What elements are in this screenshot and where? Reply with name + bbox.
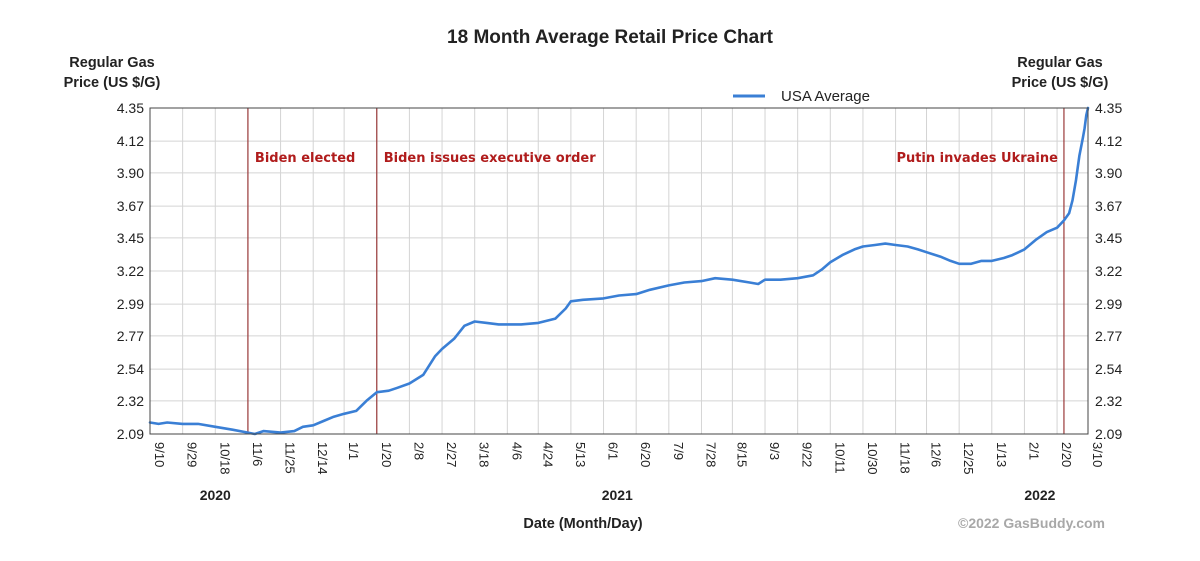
- x-tick-labels: 9/10 9/29 10/18 11/6 11/25 12/14 1/1 1/20 2/8 2/2…: [152, 442, 1105, 475]
- year-label-2022: 2022: [1024, 487, 1055, 503]
- x-tick-4: 11/25: [283, 442, 298, 474]
- x-tick-23: 11/18: [898, 442, 913, 474]
- right-y-tick-labels: 4.35 4.12 3.90 3.67 3.45 3.22 2.99 2.77 2.54 2.32…: [1095, 100, 1122, 442]
- x-tick-15: 6/20: [638, 442, 653, 467]
- year-labels: 2020 2021 2022: [200, 487, 1056, 503]
- x-tick-6: 1/1: [346, 442, 361, 460]
- y-tick-right-6: 2.99: [1095, 296, 1122, 312]
- left-y-axis-title-line1: Regular Gas: [69, 55, 154, 71]
- x-tick-11: 4/6: [509, 442, 524, 460]
- x-tick-5: 12/14: [315, 442, 330, 475]
- x-axis-title: Date (Month/Day): [523, 516, 642, 532]
- annotation-label-2: Putin invades Ukraine: [896, 151, 1058, 166]
- x-tick-24: 12/6: [929, 442, 944, 467]
- series-line-usa-average: [148, 106, 1090, 436]
- x-tick-3: 11/6: [250, 442, 265, 466]
- y-tick-left-1: 4.12: [117, 133, 144, 149]
- y-tick-right-4: 3.45: [1095, 230, 1122, 246]
- y-tick-right-0: 4.35: [1095, 100, 1122, 116]
- x-tick-27: 2/1: [1026, 442, 1041, 460]
- x-tick-18: 8/15: [734, 442, 749, 467]
- x-tick-19: 9/3: [767, 442, 782, 460]
- x-tick-10: 3/18: [477, 442, 492, 467]
- y-tick-right-3: 3.67: [1095, 198, 1122, 214]
- x-tick-8: 2/8: [411, 442, 426, 460]
- legend-label-usa-average: USA Average: [781, 88, 870, 105]
- y-tick-right-2: 3.90: [1095, 165, 1122, 181]
- y-tick-right-10: 2.09: [1095, 426, 1122, 442]
- x-tick-16: 7/9: [671, 442, 686, 460]
- x-tick-25: 12/25: [961, 442, 976, 475]
- x-tick-21: 10/11: [832, 442, 847, 474]
- y-tick-left-3: 3.67: [117, 198, 144, 214]
- y-tick-right-1: 4.12: [1095, 133, 1122, 149]
- x-tick-26: 1/13: [994, 442, 1009, 467]
- left-y-axis-title-line2: Price (US $/G): [64, 75, 161, 91]
- right-y-axis-title-line2: Price (US $/G): [1012, 75, 1109, 91]
- x-tick-13: 5/13: [573, 442, 588, 467]
- x-tick-14: 6/1: [606, 442, 621, 460]
- annotation-label-1: Biden issues executive order: [384, 151, 596, 166]
- x-tick-0: 9/10: [152, 442, 167, 467]
- plot-frame: [149, 107, 1089, 435]
- x-tick-29: 3/10: [1090, 442, 1105, 467]
- x-tick-1: 9/29: [185, 442, 200, 467]
- annotation-label-0: Biden elected: [255, 151, 355, 166]
- x-tick-28: 2/20: [1059, 442, 1074, 467]
- y-tick-right-5: 3.22: [1095, 263, 1122, 279]
- series-layer: [148, 106, 1090, 436]
- x-tick-9: 2/27: [444, 442, 459, 467]
- legend: USA Average: [733, 88, 870, 105]
- copyright-credit: ©2022 GasBuddy.com: [958, 515, 1105, 531]
- y-tick-left-0: 4.35: [117, 100, 144, 116]
- year-label-2021: 2021: [602, 487, 633, 503]
- x-tick-20: 9/22: [800, 442, 815, 467]
- x-tick-7: 1/20: [379, 442, 394, 467]
- chart-title: 18 Month Average Retail Price Chart: [447, 27, 774, 48]
- y-tick-left-6: 2.99: [117, 296, 144, 312]
- y-tick-left-7: 2.77: [117, 328, 144, 344]
- x-tick-2: 10/18: [217, 442, 232, 475]
- y-tick-left-5: 3.22: [117, 263, 144, 279]
- y-tick-left-2: 3.90: [117, 165, 144, 181]
- y-tick-right-8: 2.54: [1095, 361, 1122, 377]
- annotation-layer: Biden elected Biden issues executive orde…: [247, 108, 1065, 434]
- x-tick-22: 10/30: [865, 442, 880, 475]
- y-tick-left-8: 2.54: [117, 361, 144, 377]
- y-tick-left-9: 2.32: [117, 393, 144, 409]
- y-tick-right-9: 2.32: [1095, 393, 1122, 409]
- y-tick-right-7: 2.77: [1095, 328, 1122, 344]
- y-tick-left-10: 2.09: [117, 426, 144, 442]
- year-label-2020: 2020: [200, 487, 231, 503]
- y-tick-left-4: 3.45: [117, 230, 144, 246]
- right-y-axis-title-line1: Regular Gas: [1017, 55, 1102, 71]
- x-tick-12: 4/24: [540, 442, 555, 467]
- x-tick-17: 7/28: [703, 442, 718, 467]
- left-y-tick-labels: 4.35 4.12 3.90 3.67 3.45 3.22 2.99 2.77 2.54 2.32…: [117, 100, 144, 442]
